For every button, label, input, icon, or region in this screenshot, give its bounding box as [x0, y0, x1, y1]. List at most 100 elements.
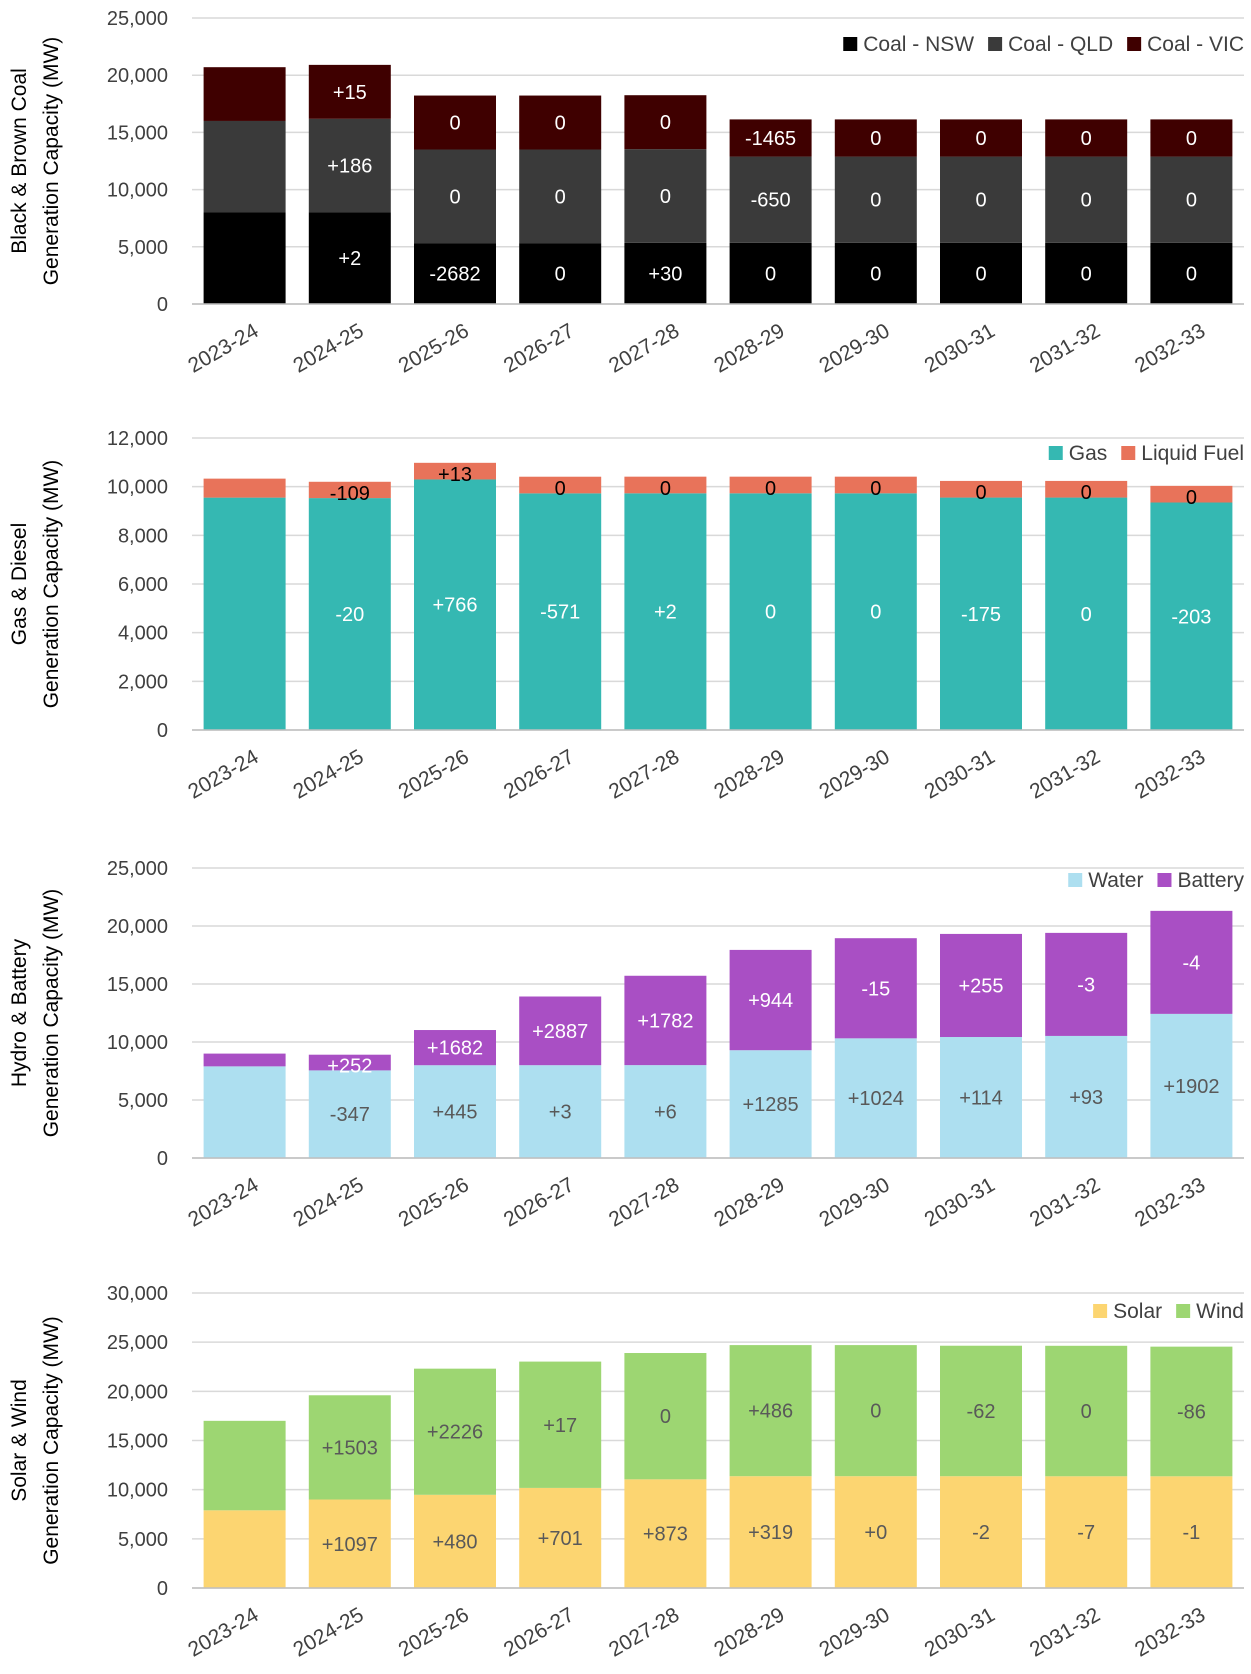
bar-battery: [519, 996, 602, 1066]
bar-coal-nsw: [729, 242, 812, 304]
bar-water: [203, 1066, 286, 1158]
bar-liquid-fuel: [940, 480, 1022, 498]
data-label: +252: [327, 1056, 372, 1078]
bar-coal-nsw: [519, 243, 602, 304]
data-label: +944: [748, 990, 793, 1012]
bar-coal-nsw: [414, 243, 496, 304]
data-label: +319: [748, 1522, 793, 1544]
data-label: -20: [335, 604, 364, 626]
data-label: +701: [538, 1528, 583, 1550]
y-tick-label: 10,000: [107, 180, 168, 202]
bar-wind: [834, 1345, 917, 1477]
x-tick-label: 2031-32: [1026, 745, 1104, 803]
bar-battery: [414, 1030, 496, 1066]
bar-solar: [624, 1479, 707, 1588]
legend-label: Water: [1088, 869, 1143, 892]
bar-coal-nsw: [308, 212, 391, 304]
x-tick-label: 2026-27: [500, 745, 578, 803]
bar-coal-vic: [729, 119, 812, 157]
data-label: 0: [660, 1406, 671, 1428]
y-tick-label: 30,000: [107, 1283, 168, 1305]
bar-solar: [729, 1476, 812, 1588]
data-label: 0: [975, 263, 986, 285]
data-label: -2: [972, 1522, 990, 1544]
data-label: 0: [1081, 482, 1092, 504]
data-label: 0: [870, 602, 881, 624]
bar-battery: [308, 1054, 391, 1071]
data-label: +1097: [322, 1534, 378, 1556]
x-tick-label: 2024-25: [289, 1603, 367, 1661]
bar-wind: [308, 1395, 391, 1500]
x-tick-label: 2032-33: [1131, 1173, 1209, 1231]
bar-coal-vic: [519, 95, 602, 150]
bar-coal-nsw: [1045, 242, 1128, 304]
data-label: 0: [870, 478, 881, 500]
y-axis-label: Gas & Diesel: [8, 523, 31, 646]
bar-battery: [624, 975, 707, 1066]
data-label: -1: [1183, 1522, 1201, 1544]
bar-solar: [1150, 1476, 1233, 1588]
data-label: +2: [338, 248, 361, 270]
data-label: +186: [327, 156, 372, 178]
y-tick-label: 25,000: [107, 1332, 168, 1354]
x-tick-label: 2029-30: [815, 319, 893, 377]
bar-solar: [1045, 1476, 1128, 1588]
bar-gas: [834, 493, 917, 730]
data-label: 0: [660, 112, 671, 134]
y-tick-label: 10,000: [107, 1480, 168, 1502]
bar-wind: [940, 1345, 1022, 1477]
y-tick-label: 20,000: [107, 1381, 168, 1403]
bar-coal-qld: [203, 120, 286, 213]
legend-label: Wind: [1196, 1300, 1244, 1323]
bar-water: [414, 1065, 496, 1158]
x-tick-label: 2026-27: [500, 1603, 578, 1661]
data-label: +13: [438, 464, 472, 486]
bar-water: [940, 1037, 1022, 1158]
bar-battery: [834, 938, 917, 1039]
bar-battery: [940, 933, 1022, 1038]
data-label: -15: [861, 978, 890, 1000]
legend-swatch: [843, 37, 858, 51]
y-tick-label: 15,000: [107, 1431, 168, 1453]
bar-coal-qld: [1045, 156, 1128, 243]
x-tick-label: 2028-29: [710, 319, 788, 377]
x-tick-label: 2032-33: [1131, 319, 1209, 377]
data-label: 0: [449, 113, 460, 135]
data-label: +486: [748, 1401, 793, 1423]
bar-gas: [414, 479, 496, 730]
x-tick-label: 2024-25: [289, 319, 367, 377]
bar-coal-qld: [624, 149, 707, 243]
x-tick-label: 2029-30: [815, 745, 893, 803]
legend-swatch: [1048, 446, 1063, 460]
data-label: +1682: [427, 1038, 483, 1060]
y-tick-label: 15,000: [107, 974, 168, 996]
x-tick-label: 2031-32: [1026, 1173, 1104, 1231]
data-label: 0: [1081, 128, 1092, 150]
data-label: 0: [555, 478, 566, 500]
x-tick-label: 2024-25: [289, 745, 367, 803]
data-label: 0: [1081, 263, 1092, 285]
x-tick-label: 2024-25: [289, 1173, 367, 1231]
data-label: +1285: [743, 1094, 799, 1116]
bar-battery: [1045, 932, 1128, 1036]
data-label: -2682: [429, 264, 480, 286]
data-label: -650: [751, 190, 791, 212]
y-axis-label: Generation Capacity (MW): [40, 460, 63, 709]
data-label: +766: [432, 595, 477, 617]
y-tick-label: 0: [157, 720, 168, 742]
data-label: 0: [1081, 604, 1092, 626]
chart-3: 0 5,000 10,000 15,000 20,000 25,000 Hydro & Ba…: [8, 858, 1244, 1232]
bar-solar: [519, 1487, 602, 1588]
y-axis-label: Black & Brown Coal: [8, 68, 31, 254]
data-label: +1902: [1163, 1076, 1219, 1098]
x-tick-label: 2028-29: [710, 745, 788, 803]
x-tick-label: 2030-31: [921, 1603, 999, 1661]
bar-wind: [729, 1345, 812, 1477]
legend-swatch: [1068, 873, 1083, 887]
x-tick-label: 2032-33: [1131, 745, 1209, 803]
data-label: 0: [555, 186, 566, 208]
bar-gas: [729, 493, 812, 730]
legend-swatch: [988, 37, 1003, 51]
y-tick-label: 12,000: [107, 428, 168, 450]
y-tick-label: 6,000: [118, 574, 168, 596]
